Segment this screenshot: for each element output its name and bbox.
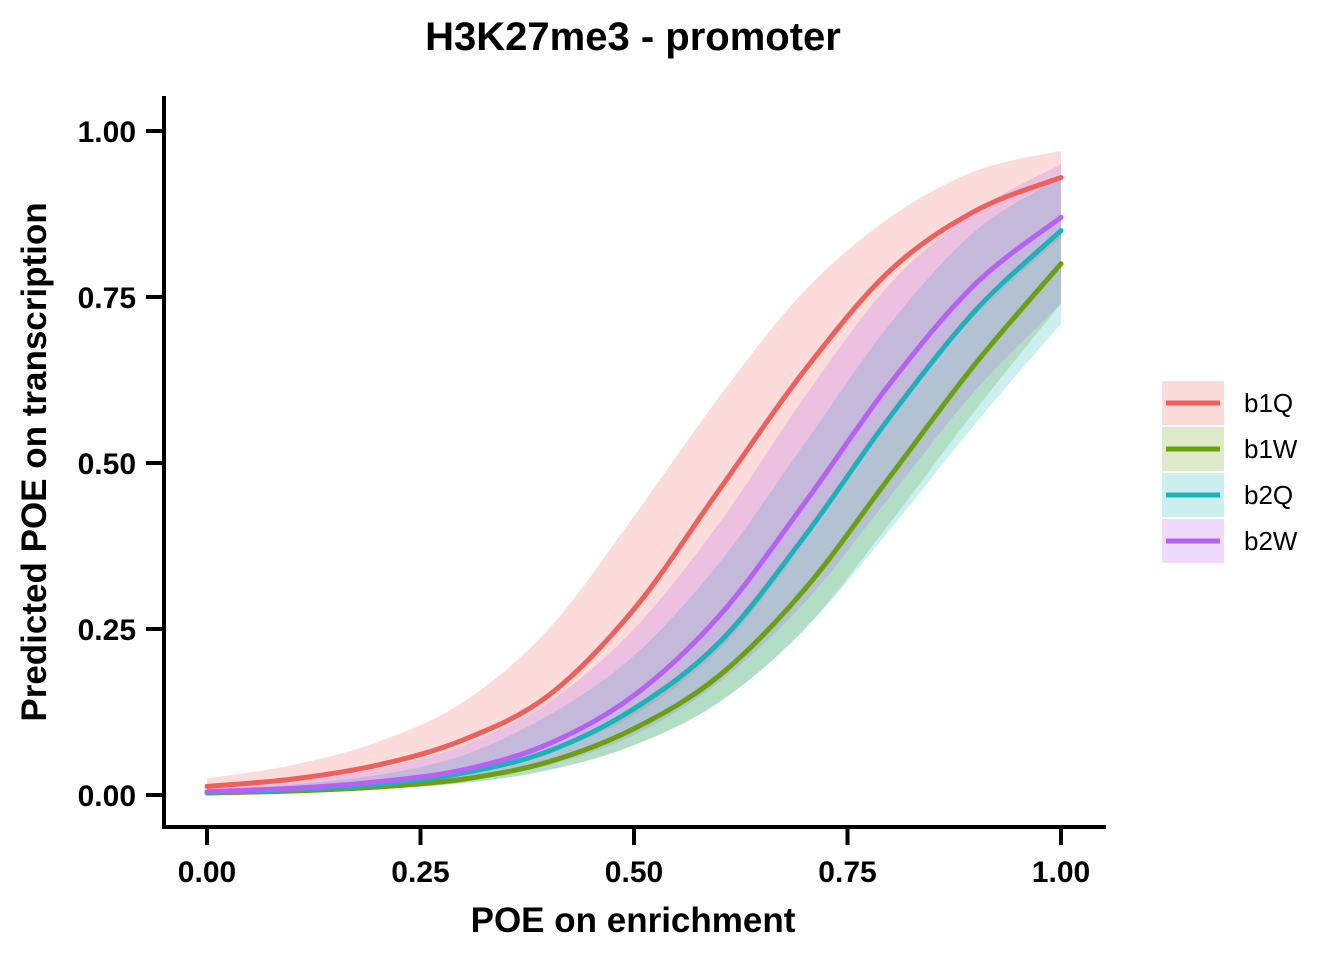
legend-item-b2q: b2Q — [1162, 473, 1293, 517]
legend-label: b2Q — [1244, 480, 1293, 510]
x-tick-label: 0.25 — [391, 856, 449, 889]
legend-label: b1W — [1244, 434, 1298, 464]
y-tick-label: 0.75 — [78, 282, 136, 315]
y-tick-label: 0.25 — [78, 614, 136, 647]
legend-item-b1q: b1Q — [1162, 381, 1293, 425]
chart-title: H3K27me3 - promoter — [425, 15, 841, 59]
y-tick-label: 0.50 — [78, 448, 136, 481]
y-tick-label: 0.00 — [78, 780, 136, 813]
x-tick-label: 1.00 — [1032, 856, 1090, 889]
legend: b1Q b1W b2Q b2W — [1162, 381, 1298, 563]
y-axis-title: Predicted POE on transcription — [15, 202, 54, 721]
band-b2w — [207, 164, 1061, 794]
x-tick-label: 0.50 — [605, 856, 663, 889]
band-b2q — [207, 177, 1061, 794]
y-tick-label: 1.00 — [78, 116, 136, 149]
legend-item-b2w: b2W — [1162, 519, 1298, 563]
band-b1q — [207, 150, 1061, 791]
x-tick-label: 0.00 — [178, 856, 236, 889]
legend-item-b1w: b1W — [1162, 427, 1298, 471]
series-lines — [204, 175, 1064, 796]
legend-label: b2W — [1244, 526, 1298, 556]
x-tick-label: 0.75 — [818, 856, 876, 889]
legend-label: b1Q — [1244, 388, 1293, 418]
line-b1q — [204, 175, 1064, 789]
x-axis-ticks: 0.00 0.25 0.50 0.75 1.00 — [178, 829, 1090, 889]
band-b1w — [207, 230, 1061, 794]
x-axis-title: POE on enrichment — [471, 901, 796, 940]
line-b2w — [204, 214, 1064, 795]
y-axis-ticks: 0.00 0.25 0.50 0.75 1.00 — [78, 116, 162, 813]
